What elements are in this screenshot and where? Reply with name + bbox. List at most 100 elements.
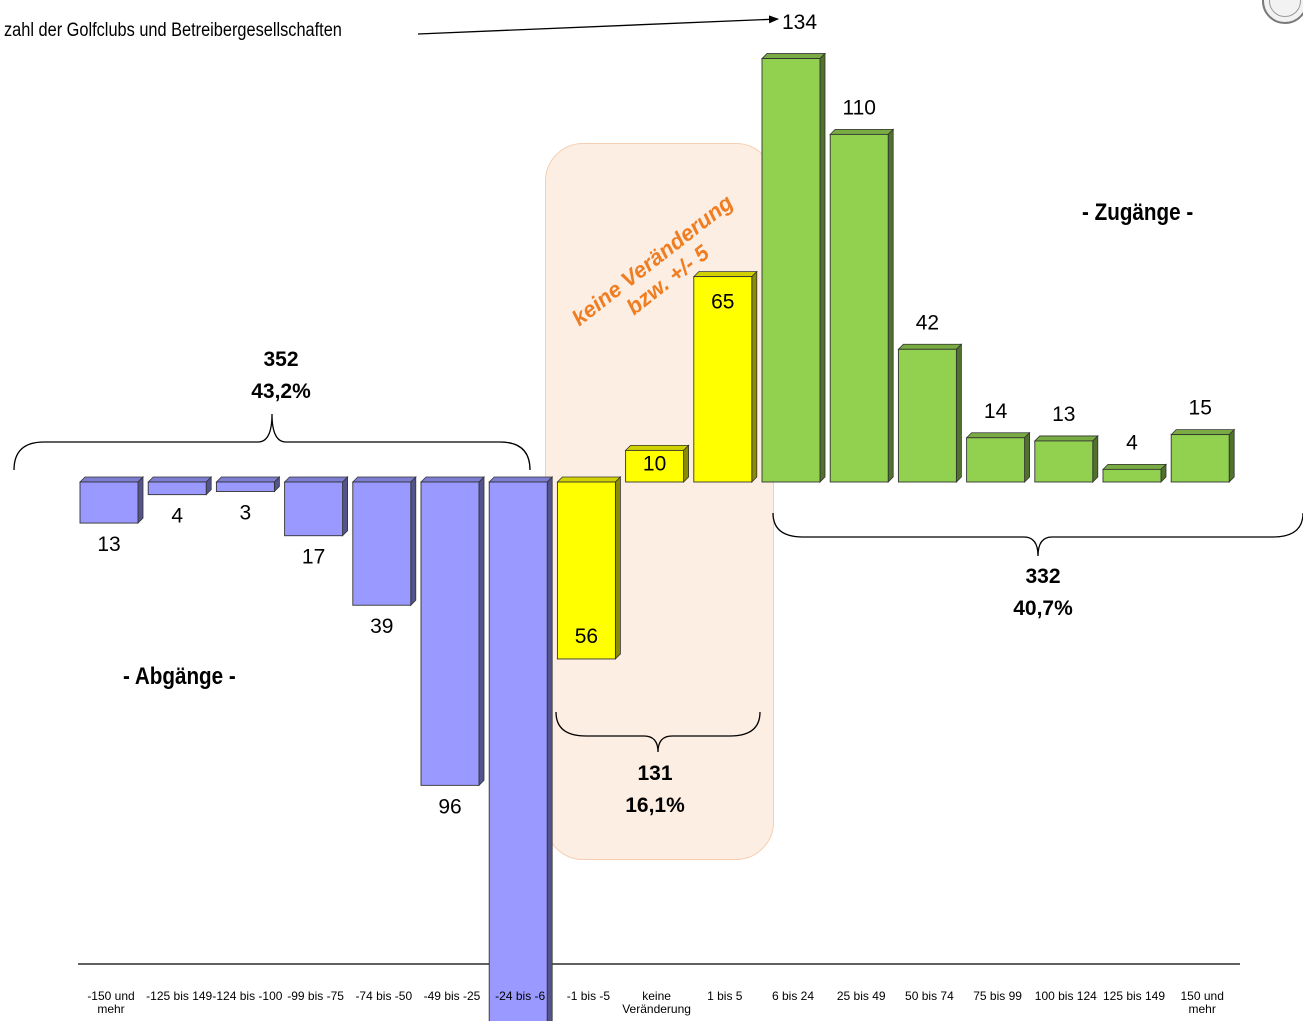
abgaenge-total-percent: 43,2% (251, 380, 311, 403)
category-label: 25 bis 49 (837, 989, 886, 1003)
bar-front-face (488, 481, 548, 1021)
bar-side-face (342, 476, 349, 537)
bar-side-face (887, 128, 894, 483)
value-label: 65 (711, 291, 734, 314)
bar-front-face (147, 481, 207, 496)
bar-side-face (137, 476, 144, 525)
bar-1 (147, 476, 213, 496)
bar-front-face (420, 481, 480, 786)
bar-3 (283, 476, 349, 537)
keine-total-count: 131 (637, 762, 672, 785)
bar-side-face (410, 476, 417, 607)
category-label: -74 bis -50 (355, 989, 412, 1003)
bar-side-face (1228, 428, 1235, 483)
value-label: 10 (643, 452, 666, 475)
bar-top-face (556, 476, 622, 483)
bar-front-face (829, 133, 889, 483)
bar-top-face (897, 343, 963, 350)
bar-front-face (79, 481, 139, 524)
category-label: 50 bis 74 (905, 989, 954, 1003)
bar-11 (829, 128, 895, 483)
value-label: 4 (1126, 431, 1138, 454)
bar-top-face (829, 128, 895, 135)
bar-15 (1102, 463, 1167, 483)
bar-top-face (624, 444, 690, 451)
bar-12 (897, 343, 963, 483)
abgaenge-total-count: 352 (263, 348, 298, 371)
bar-top-face (351, 476, 417, 483)
zugaenge-brace (772, 512, 1303, 557)
value-label: 17 (302, 546, 325, 569)
value-label: 56 (575, 625, 598, 648)
bar-front-face (693, 276, 753, 483)
abgaenge-brace (13, 413, 531, 471)
bar-4 (351, 476, 417, 607)
value-label: 180 (501, 1019, 536, 1021)
headline-value: 134 (782, 11, 817, 34)
category-label: 1 bis 5 (707, 989, 743, 1003)
bar-front-face (761, 58, 821, 483)
bar-front-face (556, 481, 616, 660)
bar-front-face (215, 481, 275, 492)
bar-front-face (966, 437, 1026, 483)
bar-9 (692, 270, 758, 483)
bar-side-face (683, 444, 689, 483)
category-label: -150 und mehr (87, 989, 134, 1016)
bar-top-face (1102, 463, 1167, 470)
bar-top-face (1170, 429, 1236, 436)
bar-side-face (1024, 431, 1030, 483)
bar-top-face (283, 476, 349, 483)
bar-0 (79, 476, 144, 525)
category-label: -124 bis -100 (212, 989, 282, 1003)
bar-side-face (615, 476, 621, 660)
bar-2 (215, 476, 281, 493)
category-label: 125 bis 149 (1103, 989, 1165, 1003)
bar-front-face (1102, 468, 1162, 483)
bar-14 (1033, 434, 1099, 483)
bar-top-face (692, 271, 758, 278)
value-label: 13 (97, 533, 120, 556)
bar-side-face (819, 52, 826, 483)
bar-front-face (352, 481, 412, 606)
bar-top-face (420, 476, 485, 483)
bar-16 (1170, 428, 1236, 483)
category-label: -24 bis -6 (495, 989, 545, 1003)
value-label: 13 (1052, 403, 1075, 426)
bar-7 (556, 476, 622, 660)
bar-side-face (478, 476, 485, 787)
value-label: 96 (438, 795, 461, 818)
category-label: -125 bis 149 (146, 989, 212, 1003)
value-label: 14 (984, 400, 1008, 423)
bar-front-face (284, 481, 344, 537)
headline: zahl der Golfclubs und Betreibergesellsc… (4, 20, 342, 41)
zugaenge-total-percent: 40,7% (1013, 597, 1073, 620)
bar-top-face (488, 476, 554, 483)
value-label: 15 (1189, 397, 1212, 420)
bar-top-face (215, 476, 281, 483)
bar-top-face (147, 476, 213, 483)
bar-front-face (625, 449, 685, 483)
bar-front-face (897, 348, 957, 483)
keine-brace (555, 711, 761, 753)
category-label: 6 bis 24 (772, 989, 814, 1003)
category-label: 100 bis 124 (1035, 989, 1097, 1003)
value-label: 110 (842, 96, 875, 119)
bar-top-face (79, 476, 144, 483)
value-label: 39 (370, 615, 393, 638)
bar-top-face (965, 432, 1031, 439)
headline-arrow (417, 15, 779, 35)
value-label: 42 (916, 311, 939, 334)
category-label: keine Veränderung (622, 989, 691, 1016)
bar-side-face (751, 270, 758, 483)
bar-13 (965, 431, 1031, 483)
category-label: 150 und mehr (1181, 989, 1224, 1016)
zugaenge-total-count: 332 (1025, 565, 1060, 588)
category-label: -49 bis -25 (424, 989, 481, 1003)
bar-top-face (1033, 435, 1099, 442)
category-label: 75 bis 99 (973, 989, 1022, 1003)
category-label: -1 bis -5 (567, 989, 611, 1003)
bar-10 (761, 52, 826, 483)
bar-side-face (546, 476, 553, 1021)
